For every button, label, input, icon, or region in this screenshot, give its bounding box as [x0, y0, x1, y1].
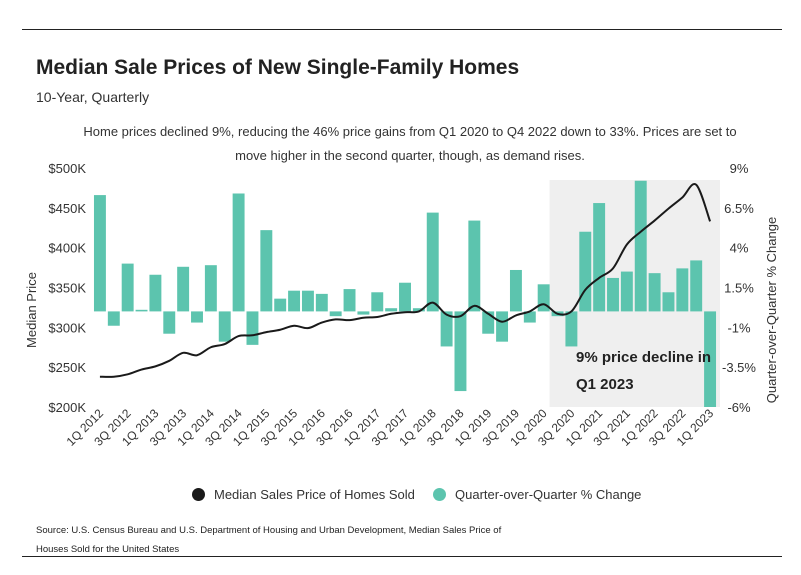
right-tick-label: -3.5%	[722, 360, 756, 375]
qoq-bar	[371, 292, 384, 312]
qoq-bar	[704, 311, 717, 407]
qoq-bar	[246, 311, 259, 345]
qoq-bar	[523, 311, 536, 323]
annotation-line-1: 9% price decline in	[576, 349, 711, 366]
qoq-bar	[204, 265, 217, 312]
legend-line-swatch	[192, 488, 205, 501]
right-axis-label: Quarter-over-Quarter % Change	[764, 217, 779, 403]
legend-line: Median Sales Price of Homes Sold	[192, 487, 415, 502]
qoq-bar	[191, 311, 203, 323]
qoq-bar	[274, 298, 287, 312]
qoq-bar	[301, 290, 314, 312]
source-note: Source: U.S. Census Bureau and U.S. Depa…	[36, 525, 502, 555]
qoq-bar	[121, 263, 134, 312]
left-axis-ticks: $500K $450K $400K $350K $300K $250K $200K	[48, 161, 86, 415]
right-tick-label: 9%	[730, 161, 749, 176]
chart-note: Home prices declined 9%, reducing the 46…	[83, 124, 737, 163]
left-tick-label: $300K	[48, 320, 86, 335]
qoq-bar	[509, 269, 522, 312]
qoq-bar	[329, 311, 342, 317]
qoq-bar	[579, 231, 592, 312]
bottom-rule	[22, 556, 782, 557]
price-line	[99, 182, 712, 378]
qoq-bar	[93, 195, 106, 312]
qoq-bar	[662, 292, 675, 312]
qoq-bar	[537, 284, 550, 312]
left-tick-label: $400K	[48, 241, 86, 256]
qoq-bar	[440, 311, 453, 347]
left-axis-label: Median Price	[24, 272, 39, 348]
qoq-bar	[690, 260, 703, 312]
legend-line-label: Median Sales Price of Homes Sold	[214, 487, 415, 502]
legend-bars-label: Quarter-over-Quarter % Change	[455, 487, 642, 502]
qoq-bar	[315, 293, 328, 312]
qoq-bar	[163, 311, 176, 334]
qoq-bar	[149, 274, 162, 312]
qoq-bar	[496, 311, 509, 342]
bar-series	[93, 180, 717, 407]
left-tick-label: $250K	[48, 360, 86, 375]
qoq-bar	[218, 311, 231, 342]
qoq-bar	[135, 309, 148, 312]
qoq-bar	[343, 289, 356, 312]
right-tick-label: 4%	[730, 241, 749, 256]
qoq-bar	[607, 277, 619, 312]
legend-bars-swatch	[433, 488, 446, 501]
chart-title: Median Sale Prices of New Single-Family …	[36, 56, 520, 79]
qoq-bar	[426, 212, 439, 312]
qoq-bar	[288, 290, 301, 312]
left-tick-label: $450K	[48, 201, 86, 216]
qoq-bar	[260, 230, 273, 312]
qoq-bar	[468, 220, 481, 312]
qoq-bar	[177, 266, 190, 312]
chart-canvas: $500K $450K $400K $350K $300K $250K $200K 9% 6.…	[24, 161, 779, 449]
right-tick-label: 1.5%	[724, 281, 754, 296]
qoq-bar	[676, 268, 689, 312]
legend-bars: Quarter-over-Quarter % Change	[433, 487, 641, 502]
qoq-bar	[648, 273, 661, 312]
qoq-bar	[482, 311, 495, 334]
left-tick-label: $350K	[48, 281, 86, 296]
qoq-bar	[454, 311, 467, 392]
right-tick-label: 6.5%	[724, 201, 754, 216]
right-tick-label: -6%	[727, 400, 751, 415]
qoq-bar	[593, 203, 606, 312]
qoq-bar	[357, 311, 370, 315]
left-tick-label: $200K	[48, 400, 86, 415]
qoq-bar	[107, 311, 120, 326]
left-tick-label: $500K	[48, 161, 86, 176]
top-rule	[22, 29, 782, 30]
qoq-bar	[620, 271, 633, 312]
qoq-bar	[399, 282, 411, 312]
right-tick-label: -1%	[727, 320, 751, 335]
qoq-bar	[634, 180, 647, 312]
qoq-bar	[385, 308, 398, 312]
qoq-bar	[232, 193, 245, 312]
qoq-bar	[565, 311, 578, 347]
right-axis-ticks: 9% 6.5% 4% 1.5% -1% -3.5% -6%	[722, 161, 756, 415]
qoq-bar	[412, 308, 425, 312]
chart-subtitle: 10-Year, Quarterly	[36, 89, 150, 105]
annotation-line-2: Q1 2023	[576, 376, 634, 393]
